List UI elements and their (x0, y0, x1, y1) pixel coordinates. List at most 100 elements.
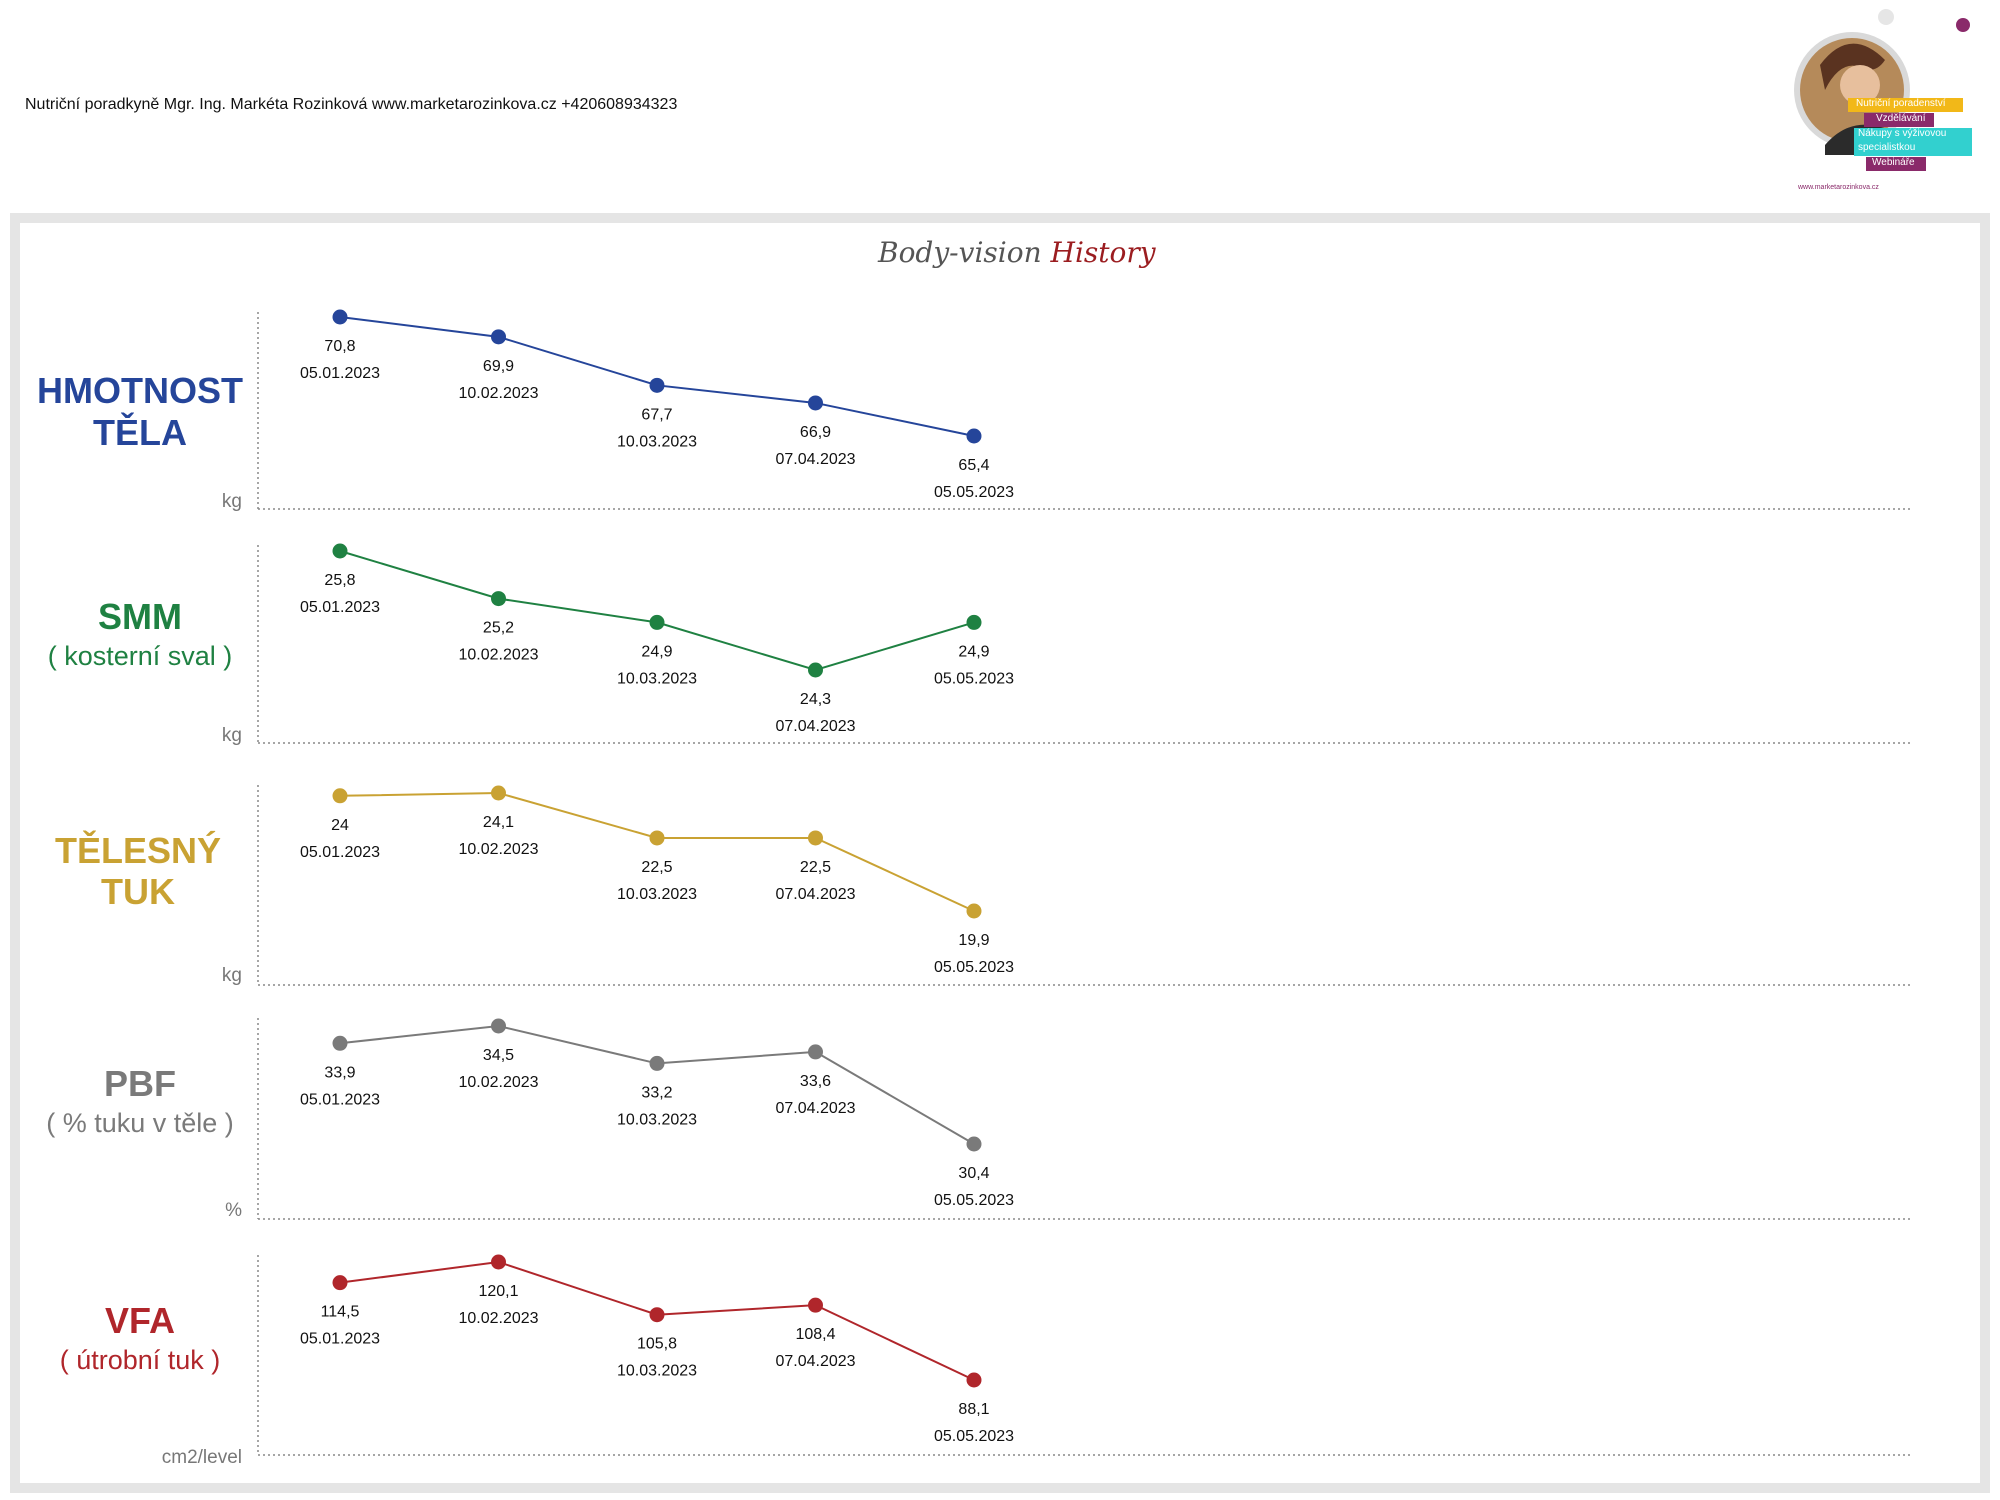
chart-main-title: Body-vision History (878, 236, 1156, 269)
logo-graphic (1794, 9, 1972, 171)
data-point-3-2 (649, 1055, 665, 1071)
data-point-2-0 (332, 788, 348, 804)
date-label-1-3: 07.04.2023 (775, 718, 855, 735)
panel-unit-vfa: cm2/level (161, 1447, 242, 1468)
data-label-2-0: 24 (331, 817, 349, 834)
data-point-1-4 (966, 614, 982, 630)
date-label-4-3: 07.04.2023 (775, 1353, 855, 1370)
panel-unit-smm: kg (221, 725, 242, 746)
data-label-3-3: 33,6 (800, 1073, 831, 1090)
data-point-0-1 (491, 329, 506, 345)
panel-title-pbf: PBF (104, 1063, 176, 1104)
data-point-0-2 (649, 377, 665, 393)
data-label-3-0: 33,9 (324, 1064, 355, 1081)
date-label-2-4: 05.05.2023 (934, 959, 1014, 976)
date-label-1-1: 10.02.2023 (458, 647, 538, 664)
date-label-3-4: 05.05.2023 (934, 1192, 1014, 1209)
date-label-4-0: 05.01.2023 (300, 1331, 380, 1348)
data-point-4-3 (808, 1297, 823, 1313)
data-point-2-1 (491, 785, 506, 801)
logo-url: www.marketarozinkova.cz (1798, 184, 1879, 191)
data-point-4-1 (491, 1254, 506, 1270)
data-point-1-0 (332, 543, 348, 559)
data-point-3-1 (491, 1018, 506, 1034)
date-label-3-1: 10.02.2023 (458, 1074, 538, 1091)
data-label-0-0: 70,8 (324, 338, 355, 355)
date-label-0-1: 10.02.2023 (458, 385, 538, 402)
date-label-2-1: 10.02.2023 (458, 841, 538, 858)
data-point-0-3 (808, 395, 823, 411)
panel-subtitle-pbf: ( % tuku v těle ) (46, 1108, 234, 1138)
data-label-2-1: 24,1 (483, 814, 514, 831)
date-label-4-2: 10.03.2023 (617, 1363, 697, 1380)
data-point-1-2 (649, 614, 665, 630)
date-label-3-3: 07.04.2023 (775, 1100, 855, 1117)
date-label-1-0: 05.01.2023 (300, 599, 380, 616)
panel-unit-weight: kg (221, 491, 242, 512)
panel-title-fat: TĚLESNÝ TUK (54, 830, 222, 912)
logo-tag-3: Nákupy s výživovou (1858, 128, 1947, 139)
data-label-1-3: 24,3 (800, 691, 831, 708)
logo-tag-1: Nutriční poradenství (1856, 98, 1946, 109)
data-label-2-4: 19,9 (958, 932, 989, 949)
data-label-1-0: 25,8 (324, 572, 355, 589)
title-part-2: History (1050, 236, 1156, 269)
data-label-4-3: 108,4 (795, 1326, 835, 1343)
date-label-4-1: 10.02.2023 (458, 1310, 538, 1327)
data-label-3-1: 34,5 (483, 1047, 514, 1064)
logo (1780, 5, 1985, 205)
date-label-4-4: 05.05.2023 (934, 1428, 1014, 1445)
logo-tag-5: Webináře (1872, 157, 1915, 168)
data-label-3-2: 33,2 (641, 1084, 672, 1101)
panel-title-weight: HMOTNOST TĚLA (37, 370, 243, 453)
date-label-1-2: 10.03.2023 (617, 670, 697, 687)
date-label-0-2: 10.03.2023 (617, 433, 697, 450)
date-label-3-0: 05.01.2023 (300, 1091, 380, 1108)
logo-tag-2: Vzdělávání (1876, 113, 1926, 124)
date-label-0-0: 05.01.2023 (300, 365, 380, 382)
data-point-3-3 (808, 1044, 823, 1060)
data-point-2-2 (649, 830, 665, 846)
data-point-1-3 (808, 662, 823, 678)
data-point-4-0 (332, 1275, 348, 1291)
data-point-3-0 (332, 1035, 348, 1051)
data-label-4-4: 88,1 (958, 1401, 989, 1418)
logo-tag-4: specialistkou (1858, 142, 1916, 153)
date-label-2-0: 05.01.2023 (300, 844, 380, 861)
data-label-1-1: 25,2 (483, 620, 514, 637)
data-label-0-1: 69,9 (483, 358, 514, 375)
data-label-2-3: 22,5 (800, 859, 831, 876)
data-label-4-2: 105,8 (637, 1336, 677, 1353)
date-label-2-2: 10.03.2023 (617, 886, 697, 903)
date-label-0-4: 05.05.2023 (934, 484, 1014, 501)
data-label-1-4: 24,9 (958, 643, 989, 660)
panel-subtitle-vfa: ( útrobní tuk ) (59, 1345, 221, 1375)
data-label-0-2: 67,7 (641, 406, 672, 423)
data-point-2-4 (966, 903, 982, 919)
data-point-3-4 (966, 1136, 982, 1152)
data-point-0-0 (332, 309, 348, 325)
data-point-2-3 (808, 830, 823, 846)
date-label-0-3: 07.04.2023 (775, 451, 855, 468)
data-label-4-1: 120,1 (478, 1283, 518, 1300)
data-point-4-2 (649, 1307, 665, 1323)
panel-subtitle-smm: ( kosterní sval ) (47, 641, 233, 671)
date-label-1-4: 05.05.2023 (934, 670, 1014, 687)
data-label-1-2: 24,9 (641, 643, 672, 660)
data-label-0-4: 65,4 (958, 457, 989, 474)
date-label-3-2: 10.03.2023 (617, 1111, 697, 1128)
panel-title-vfa: VFA (104, 1300, 175, 1341)
panel-unit-pbf: % (225, 1200, 242, 1221)
title-part-1: Body-vision (878, 236, 1042, 269)
date-label-2-3: 07.04.2023 (775, 886, 855, 903)
panel-unit-fat: kg (221, 965, 242, 986)
data-point-4-4 (966, 1372, 982, 1388)
data-label-3-4: 30,4 (958, 1165, 989, 1182)
data-label-2-2: 22,5 (641, 859, 672, 876)
data-label-0-3: 66,9 (800, 424, 831, 441)
data-label-4-0: 114,5 (321, 1304, 360, 1321)
header-contact-text: Nutriční poradkyně Mgr. Ing. Markéta Roz… (25, 96, 678, 113)
data-point-1-1 (491, 591, 506, 607)
data-point-0-4 (966, 428, 982, 444)
